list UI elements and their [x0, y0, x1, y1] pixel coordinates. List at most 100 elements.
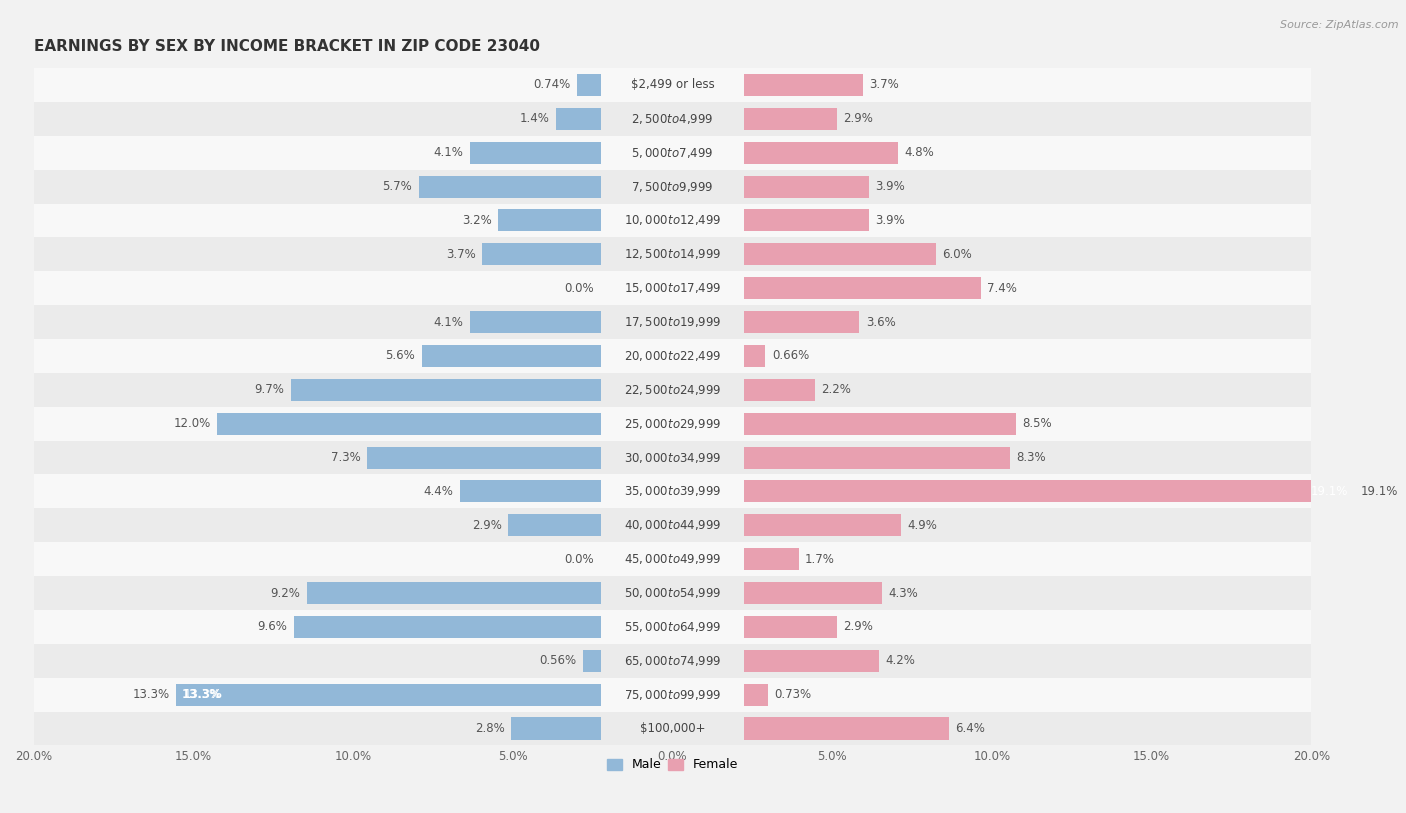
Text: 3.7%: 3.7%	[446, 248, 477, 261]
Bar	[744, 243, 936, 265]
Bar	[34, 644, 1312, 678]
Text: 3.2%: 3.2%	[463, 214, 492, 227]
Text: 7.3%: 7.3%	[332, 451, 361, 464]
Text: 1.4%: 1.4%	[520, 112, 550, 125]
Text: 4.9%: 4.9%	[907, 519, 938, 532]
Bar	[34, 305, 1312, 339]
Bar	[176, 684, 600, 706]
Bar	[744, 616, 837, 638]
Text: 3.7%: 3.7%	[869, 79, 898, 92]
Bar	[744, 108, 837, 130]
Text: $40,000 to $44,999: $40,000 to $44,999	[624, 518, 721, 533]
Bar	[744, 345, 765, 367]
Text: $25,000 to $29,999: $25,000 to $29,999	[624, 417, 721, 431]
Text: 13.3%: 13.3%	[184, 688, 221, 701]
Bar	[34, 406, 1312, 441]
Bar	[34, 610, 1312, 644]
Text: $30,000 to $34,999: $30,000 to $34,999	[624, 450, 721, 464]
Text: 2.9%: 2.9%	[844, 112, 873, 125]
Text: 2.8%: 2.8%	[475, 722, 505, 735]
Text: 7.4%: 7.4%	[987, 281, 1017, 294]
Text: 5.6%: 5.6%	[385, 350, 415, 363]
Text: 9.2%: 9.2%	[270, 586, 301, 599]
Text: 19.1%: 19.1%	[1310, 485, 1348, 498]
Text: 2.9%: 2.9%	[844, 620, 873, 633]
Text: 19.1%: 19.1%	[1361, 485, 1399, 498]
Bar	[744, 582, 882, 604]
Bar	[582, 650, 600, 672]
Bar	[218, 413, 600, 435]
Bar	[470, 311, 600, 333]
Bar	[34, 272, 1312, 305]
Bar	[744, 413, 1017, 435]
Text: 4.4%: 4.4%	[423, 485, 454, 498]
Text: $50,000 to $54,999: $50,000 to $54,999	[624, 586, 721, 600]
Text: 4.3%: 4.3%	[889, 586, 918, 599]
Text: $75,000 to $99,999: $75,000 to $99,999	[624, 688, 721, 702]
Text: 13.3%: 13.3%	[183, 688, 224, 701]
Text: 4.8%: 4.8%	[904, 146, 934, 159]
Text: 2.2%: 2.2%	[821, 383, 851, 396]
Bar	[744, 379, 814, 401]
Text: 8.3%: 8.3%	[1017, 451, 1046, 464]
Bar	[34, 508, 1312, 542]
Bar	[34, 576, 1312, 610]
Text: $45,000 to $49,999: $45,000 to $49,999	[624, 552, 721, 566]
Bar	[744, 515, 901, 537]
Text: $55,000 to $64,999: $55,000 to $64,999	[624, 620, 721, 634]
Bar	[744, 480, 1354, 502]
Bar	[34, 102, 1312, 136]
Text: 6.0%: 6.0%	[942, 248, 972, 261]
Bar	[367, 446, 600, 468]
Text: $35,000 to $39,999: $35,000 to $39,999	[624, 485, 721, 498]
Bar	[512, 718, 600, 740]
Bar	[744, 684, 768, 706]
Text: 13.3%: 13.3%	[132, 688, 169, 701]
Text: $15,000 to $17,499: $15,000 to $17,499	[624, 281, 721, 295]
Bar	[482, 243, 600, 265]
Text: 8.5%: 8.5%	[1022, 417, 1052, 430]
Bar	[744, 718, 949, 740]
Bar	[34, 339, 1312, 373]
Text: 4.2%: 4.2%	[884, 654, 915, 667]
Bar	[744, 446, 1010, 468]
Text: $10,000 to $12,499: $10,000 to $12,499	[624, 214, 721, 228]
Bar	[744, 210, 869, 232]
Bar	[34, 678, 1312, 711]
Bar	[34, 68, 1312, 102]
Text: 0.0%: 0.0%	[565, 281, 595, 294]
Text: EARNINGS BY SEX BY INCOME BRACKET IN ZIP CODE 23040: EARNINGS BY SEX BY INCOME BRACKET IN ZIP…	[34, 39, 540, 54]
Text: 0.0%: 0.0%	[565, 553, 595, 566]
Text: 4.1%: 4.1%	[433, 315, 463, 328]
Bar	[470, 141, 600, 163]
Bar	[34, 542, 1312, 576]
Bar	[744, 650, 879, 672]
Bar	[422, 345, 600, 367]
Text: 9.7%: 9.7%	[254, 383, 284, 396]
Text: 3.9%: 3.9%	[876, 214, 905, 227]
Bar	[34, 475, 1312, 508]
Text: Source: ZipAtlas.com: Source: ZipAtlas.com	[1281, 20, 1399, 30]
Bar	[744, 277, 981, 299]
Text: $17,500 to $19,999: $17,500 to $19,999	[624, 315, 721, 329]
Text: $20,000 to $22,499: $20,000 to $22,499	[624, 349, 721, 363]
Bar	[34, 373, 1312, 406]
Bar	[34, 711, 1312, 746]
Text: 4.1%: 4.1%	[433, 146, 463, 159]
Bar	[34, 136, 1312, 170]
Text: $22,500 to $24,999: $22,500 to $24,999	[624, 383, 721, 397]
Bar	[294, 616, 600, 638]
Text: 0.74%: 0.74%	[533, 79, 571, 92]
Text: 0.66%: 0.66%	[772, 350, 808, 363]
Text: 12.0%: 12.0%	[173, 417, 211, 430]
Bar	[576, 74, 600, 96]
Bar	[744, 548, 799, 570]
Legend: Male, Female: Male, Female	[602, 754, 744, 776]
Bar	[744, 141, 897, 163]
Text: 1.7%: 1.7%	[806, 553, 835, 566]
Text: 0.56%: 0.56%	[538, 654, 576, 667]
Text: 3.6%: 3.6%	[866, 315, 896, 328]
Bar	[508, 515, 600, 537]
Bar	[555, 108, 600, 130]
Bar	[34, 441, 1312, 475]
